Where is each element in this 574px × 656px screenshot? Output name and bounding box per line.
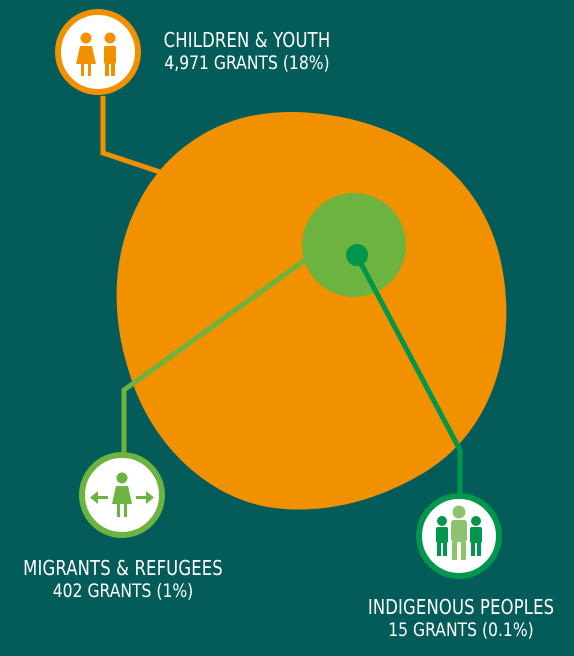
children-connector xyxy=(100,96,161,175)
migrants-refugees-label: MIGRANTS & REFUGEES 402 GRANTS (1%) xyxy=(0,556,246,603)
migrants-refugees-count: 402 GRANTS (1%) xyxy=(52,580,194,602)
children-badge xyxy=(55,9,141,95)
children-youth-count: 4,971 GRANTS (18%) xyxy=(164,52,330,74)
girl-and-boy-icon xyxy=(76,32,116,76)
migrants-badge xyxy=(79,452,165,538)
group-of-people-icon xyxy=(436,505,482,560)
children-youth-name: CHILDREN & YOUTH xyxy=(163,28,331,52)
indigenous-peoples-label: INDIGENOUS PEOPLES 15 GRANTS (0.1%) xyxy=(346,595,574,642)
indigenous-connector xyxy=(354,254,463,494)
indigenous-peoples-name: INDIGENOUS PEOPLES xyxy=(367,595,555,619)
indigenous-peoples-count: 15 GRANTS (0.1%) xyxy=(388,619,534,641)
indigenous-peoples-bubble xyxy=(346,244,368,266)
migrants-refugees-name: MIGRANTS & REFUGEES xyxy=(23,556,223,580)
migrants-connector xyxy=(121,257,307,458)
children-youth-bubble xyxy=(116,112,507,510)
person-with-arrows-icon xyxy=(90,472,154,517)
children-youth-label: CHILDREN & YOUTH 4,971 GRANTS (18%) xyxy=(127,28,367,75)
indigenous-badge xyxy=(416,493,502,579)
